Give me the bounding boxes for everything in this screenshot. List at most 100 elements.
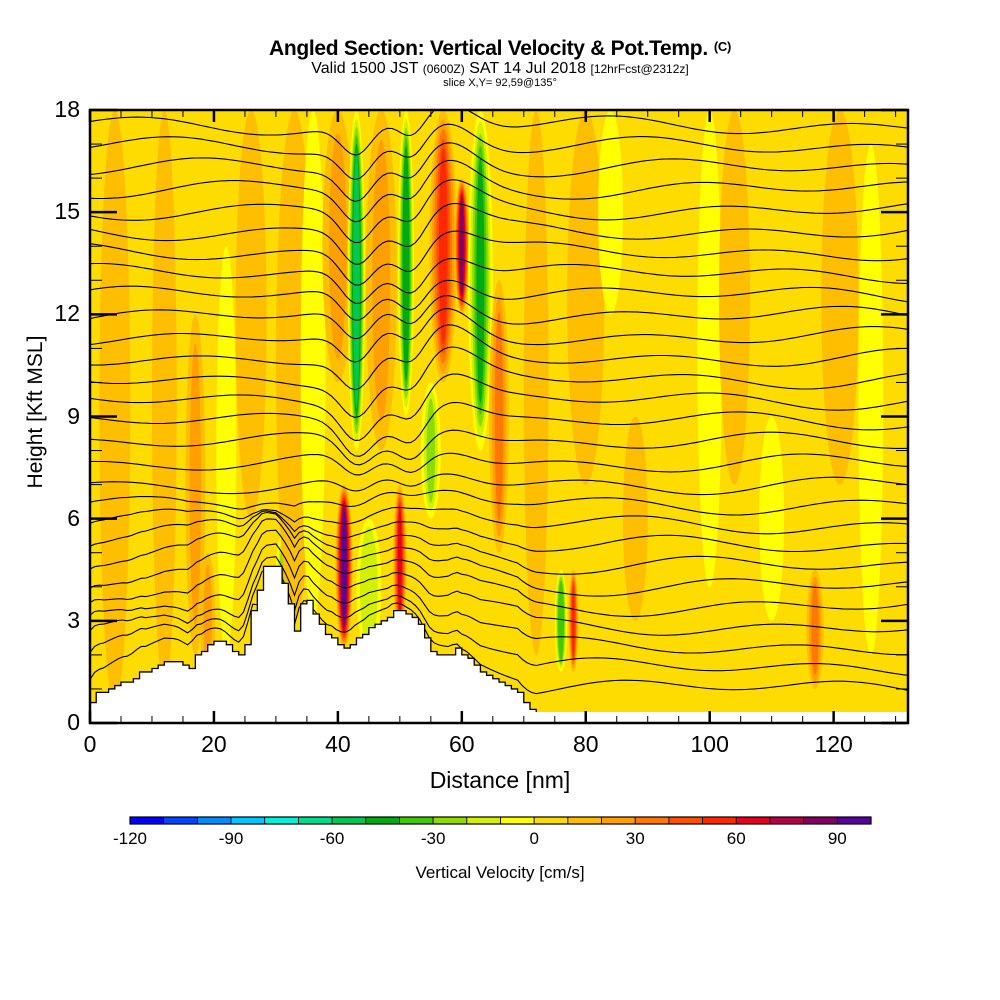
velocity-cell <box>718 110 750 485</box>
x-tick-label: 100 <box>690 731 729 757</box>
colorbar-tick-label: 90 <box>827 829 847 848</box>
plot-frame <box>88 108 910 725</box>
isentrope-line <box>90 346 908 418</box>
isentrope-line <box>90 489 908 516</box>
colorbar-tick-label: 0 <box>529 829 539 848</box>
isentrope-line <box>90 373 908 441</box>
y-tick-label: 15 <box>54 198 80 225</box>
isentrope-line <box>90 565 908 676</box>
velocity-contour-band <box>622 416 648 621</box>
velocity-cell <box>420 382 441 519</box>
velocity-contour-band <box>220 281 233 620</box>
isentrope-line <box>90 324 908 391</box>
colorbar-swatch <box>466 816 501 825</box>
colorbar <box>129 816 872 825</box>
velocity-contour-band <box>459 198 464 294</box>
velocity-contour-band <box>403 154 409 372</box>
velocity-contour-band <box>476 157 485 403</box>
velocity-cell <box>99 110 131 706</box>
valid-time-line: Valid 1500 JST (0600Z) SAT 14 Jul 2018 [… <box>0 60 1000 78</box>
velocity-contour-band <box>438 148 448 345</box>
colorbar-swatch <box>129 816 165 825</box>
velocity-contour-band <box>372 139 391 421</box>
velocity-contour-band <box>759 416 785 621</box>
colorbar-tick-label: -120 <box>112 829 148 848</box>
velocity-contour-band <box>697 110 723 587</box>
velocity-contour-band <box>99 110 131 706</box>
x-axis-label: Distance [nm] <box>429 767 571 793</box>
velocity-contour-band <box>397 506 402 616</box>
isentrope-line <box>90 179 908 244</box>
velocity-cell <box>393 484 407 638</box>
velocity-cell <box>235 110 267 519</box>
valid-utc-time: (0600Z) <box>422 62 465 76</box>
isentrope-line <box>90 110 908 156</box>
isentrope-line <box>90 556 908 656</box>
colorbar-swatch <box>264 816 299 825</box>
velocity-contour-band <box>363 534 375 639</box>
velocity-contour-band <box>863 188 878 611</box>
colorbar-swatch <box>634 816 670 825</box>
slice-info: slice X,Y= 92,59@135° <box>443 77 557 89</box>
velocity-cell <box>365 110 397 451</box>
isentrope-line <box>90 123 908 181</box>
velocity-cell <box>335 484 353 649</box>
colorbar-tick-label: 60 <box>726 829 746 848</box>
velocity-cell <box>151 110 177 689</box>
valid-date: SAT 14 Jul 2018 <box>469 60 587 77</box>
colorbar-swatch <box>533 816 569 825</box>
colorbar-swatch <box>601 816 636 825</box>
colorbar-swatch <box>432 816 468 825</box>
velocity-contour-band <box>151 110 177 689</box>
isentrope-line <box>90 401 908 457</box>
velocity-cell <box>347 110 366 451</box>
velocity-contour-band <box>558 584 563 658</box>
colorbar-swatch <box>735 816 771 825</box>
velocity-contour-band <box>494 312 504 521</box>
velocity-cell <box>759 416 785 621</box>
x-tick-label: 0 <box>83 731 97 757</box>
valid-local-time: Valid 1500 JST <box>311 60 419 77</box>
isentrope-line <box>90 308 908 363</box>
y-tick-label: 6 <box>67 504 80 531</box>
terrain <box>90 565 562 723</box>
isentrope-line <box>90 518 908 597</box>
isentrope-line <box>90 159 908 223</box>
x-tick-label: 80 <box>572 731 599 757</box>
velocity-cell <box>821 110 859 485</box>
velocity-cell <box>216 246 237 655</box>
y-tick-label: 0 <box>67 709 80 735</box>
isentrope-line <box>90 257 908 304</box>
colorbar-swatch <box>399 816 434 825</box>
isentropes <box>90 110 908 695</box>
velocity-contour-band <box>821 110 859 485</box>
colorbar-swatch <box>702 816 737 825</box>
title-units: (C) <box>713 39 732 54</box>
colorbar-swatch <box>365 816 400 825</box>
colorbar-swatch <box>567 816 602 825</box>
x-tick-label: 20 <box>201 731 227 757</box>
chart-title: Angled Section: Vertical Velocity & Pot.… <box>0 37 1000 61</box>
below-ground-strip <box>90 712 908 723</box>
velocity-contour-band <box>571 584 575 658</box>
colorbar-swatch <box>163 816 198 825</box>
colorbar-tick-label: -30 <box>420 829 446 848</box>
velocity-cell <box>858 144 884 655</box>
isentrope-line <box>90 599 908 695</box>
isentrope-line <box>90 529 908 617</box>
isentrope-line <box>90 429 908 466</box>
isentrope-line <box>90 452 908 476</box>
velocity-contour-band <box>811 583 819 676</box>
isentrope-line <box>90 511 908 575</box>
velocity-cell <box>185 314 206 655</box>
forecast-info: [12hrFcst@2312z] <box>590 62 689 76</box>
x-tick-label: 120 <box>814 731 853 757</box>
velocity-cell <box>567 110 605 485</box>
velocity-contour-band <box>718 110 750 485</box>
y-tick-label: 18 <box>54 96 80 122</box>
velocity-cell <box>622 416 648 621</box>
velocity-cell <box>697 110 723 587</box>
colorbar-label: Vertical Velocity [cm/s] <box>415 863 585 882</box>
velocity-contour-band <box>598 110 623 315</box>
